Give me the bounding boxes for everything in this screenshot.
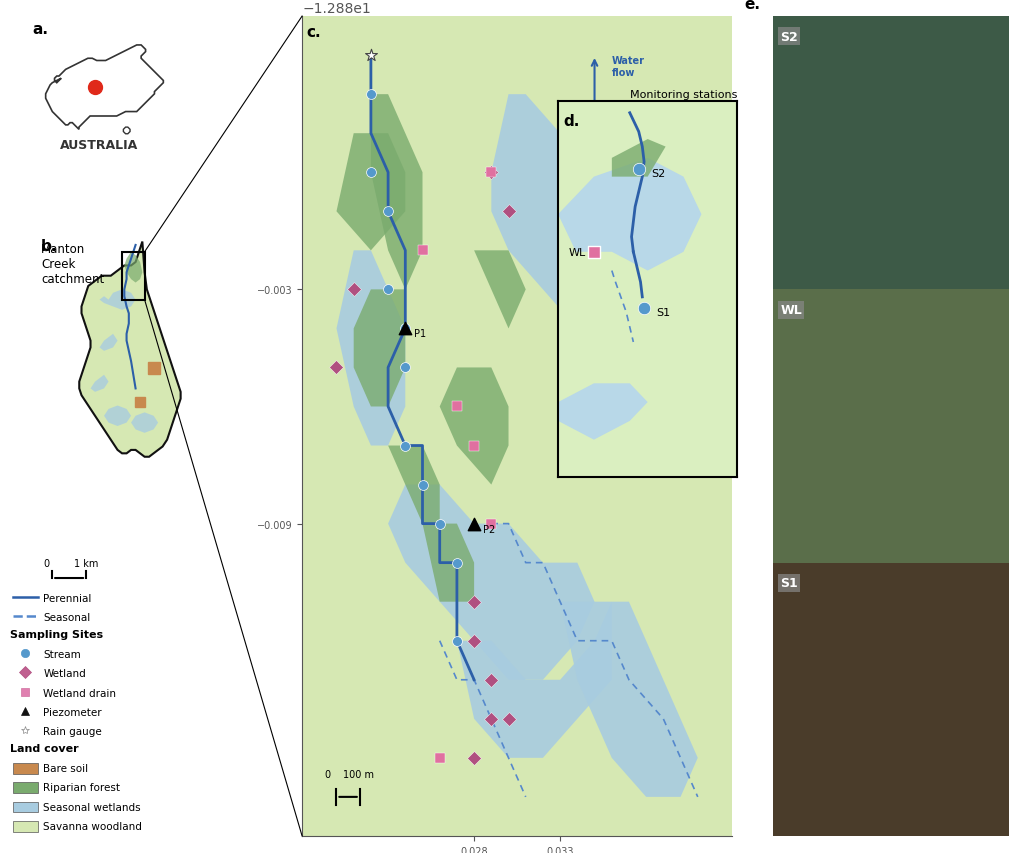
Text: S1: S1 bbox=[780, 577, 798, 589]
Point bbox=[362, 166, 379, 180]
Point bbox=[501, 206, 517, 219]
Point bbox=[345, 283, 361, 297]
Point bbox=[329, 361, 345, 374]
Point bbox=[397, 322, 414, 336]
Text: S2: S2 bbox=[780, 31, 798, 44]
Text: 100 m: 100 m bbox=[343, 769, 375, 780]
Text: d.: d. bbox=[563, 113, 580, 129]
Polygon shape bbox=[337, 251, 406, 446]
Point bbox=[466, 751, 482, 765]
Polygon shape bbox=[560, 602, 697, 797]
Text: Riparian forest: Riparian forest bbox=[43, 782, 121, 792]
Polygon shape bbox=[439, 368, 509, 485]
Polygon shape bbox=[337, 134, 406, 251]
Text: e.: e. bbox=[744, 0, 761, 12]
Text: Manton
Creek
catchment: Manton Creek catchment bbox=[41, 242, 104, 285]
Polygon shape bbox=[353, 290, 406, 407]
Text: AUSTRALIA: AUSTRALIA bbox=[59, 139, 138, 152]
Polygon shape bbox=[457, 602, 611, 758]
Bar bbox=[13, 802, 38, 812]
Polygon shape bbox=[99, 290, 135, 310]
Point bbox=[636, 302, 652, 316]
Point bbox=[449, 400, 465, 414]
Text: Land cover: Land cover bbox=[10, 743, 79, 753]
Point bbox=[466, 439, 482, 453]
Polygon shape bbox=[46, 46, 164, 131]
Text: 0: 0 bbox=[325, 769, 331, 780]
Polygon shape bbox=[99, 334, 118, 351]
Point bbox=[397, 322, 414, 336]
Text: Stream: Stream bbox=[43, 649, 81, 659]
Text: 1 km: 1 km bbox=[74, 559, 98, 568]
Point bbox=[466, 595, 482, 609]
Text: P1: P1 bbox=[414, 329, 426, 339]
Point bbox=[483, 673, 500, 687]
Text: Monitoring stations: Monitoring stations bbox=[630, 90, 737, 100]
Text: Wetland drain: Wetland drain bbox=[43, 688, 117, 698]
Point bbox=[431, 517, 447, 531]
Polygon shape bbox=[104, 406, 131, 426]
Text: Seasonal: Seasonal bbox=[43, 612, 91, 623]
Text: Water
flow: Water flow bbox=[611, 56, 645, 78]
Point bbox=[415, 479, 431, 492]
Text: WL: WL bbox=[569, 247, 586, 258]
Text: Rain gauge: Rain gauge bbox=[43, 727, 102, 736]
Point bbox=[362, 49, 379, 63]
Polygon shape bbox=[388, 446, 439, 524]
Text: a.: a. bbox=[33, 21, 48, 37]
Point bbox=[449, 556, 465, 570]
Polygon shape bbox=[423, 524, 474, 602]
Text: WL: WL bbox=[780, 304, 802, 316]
Point bbox=[466, 517, 482, 531]
Polygon shape bbox=[124, 252, 142, 283]
Point bbox=[397, 439, 414, 453]
Point bbox=[380, 283, 396, 297]
Polygon shape bbox=[388, 485, 595, 680]
Text: Savanna woodland: Savanna woodland bbox=[43, 821, 142, 831]
Point bbox=[631, 163, 647, 177]
Text: S2: S2 bbox=[651, 169, 666, 178]
Point bbox=[362, 88, 379, 102]
Point bbox=[397, 361, 414, 374]
Point bbox=[483, 166, 500, 180]
Text: Seasonal wetlands: Seasonal wetlands bbox=[43, 802, 141, 812]
Point bbox=[449, 634, 465, 647]
Polygon shape bbox=[474, 251, 525, 329]
Text: b.: b. bbox=[41, 239, 57, 254]
Bar bbox=[122, 252, 144, 300]
Point bbox=[483, 517, 500, 531]
Polygon shape bbox=[558, 384, 648, 440]
Point bbox=[431, 751, 447, 765]
Point bbox=[483, 712, 500, 726]
Polygon shape bbox=[558, 159, 701, 271]
Point bbox=[415, 244, 431, 258]
Text: Perennial: Perennial bbox=[43, 594, 92, 603]
Polygon shape bbox=[612, 140, 666, 177]
Polygon shape bbox=[79, 242, 180, 457]
Polygon shape bbox=[371, 95, 423, 290]
Bar bbox=[13, 763, 38, 774]
Text: P2: P2 bbox=[482, 524, 495, 534]
Text: Piezometer: Piezometer bbox=[43, 707, 102, 717]
Polygon shape bbox=[131, 413, 158, 433]
Text: Bare soil: Bare soil bbox=[43, 763, 88, 773]
Point bbox=[380, 206, 396, 219]
Polygon shape bbox=[90, 375, 109, 392]
Polygon shape bbox=[123, 128, 130, 135]
Point bbox=[466, 634, 482, 647]
Text: S1: S1 bbox=[656, 308, 671, 317]
Bar bbox=[13, 821, 38, 832]
Text: Wetland: Wetland bbox=[43, 669, 86, 678]
Text: c.: c. bbox=[306, 26, 321, 40]
Bar bbox=[13, 782, 38, 793]
Text: Sampling Sites: Sampling Sites bbox=[10, 630, 103, 639]
Point bbox=[501, 712, 517, 726]
Point bbox=[483, 166, 500, 180]
Point bbox=[586, 246, 602, 259]
Polygon shape bbox=[492, 95, 646, 329]
Text: 0: 0 bbox=[44, 559, 49, 568]
